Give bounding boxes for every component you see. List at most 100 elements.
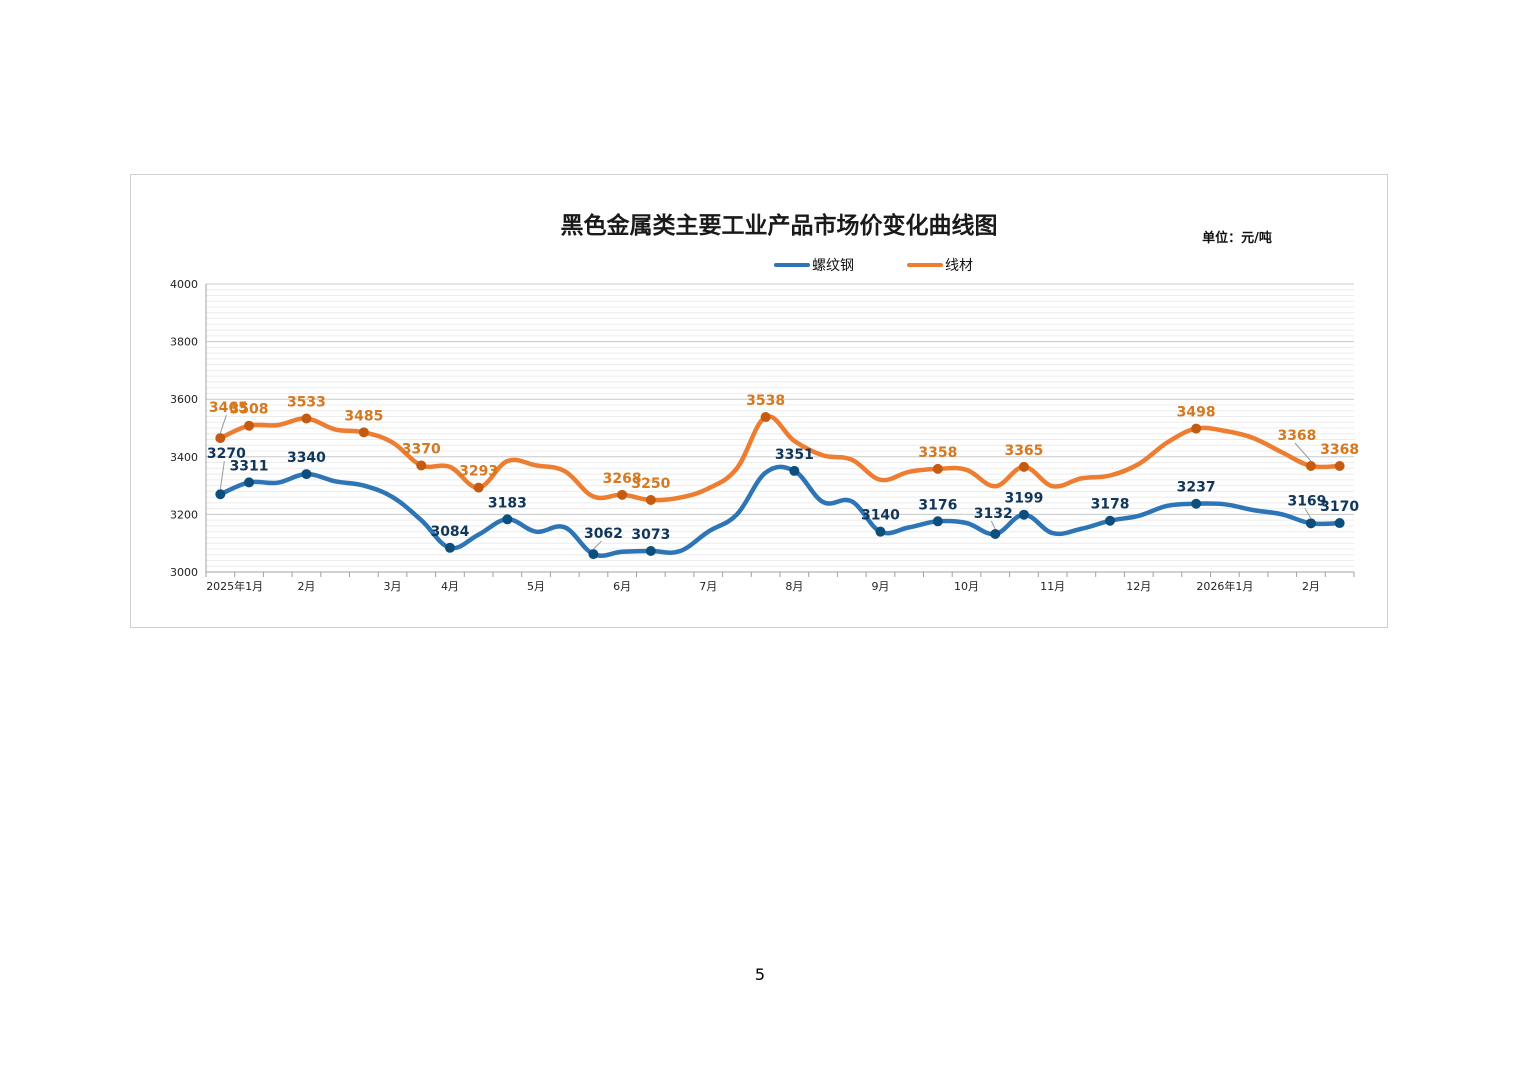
x-tick-label: 2月 [1302,580,1320,593]
data-point-marker [1018,461,1029,472]
data-label: 3237 [1177,480,1216,496]
data-point-marker [473,482,484,493]
y-tick-label: 3000 [170,566,198,579]
data-point-marker [1305,518,1316,529]
data-point-marker [215,433,226,444]
data-point-marker [301,469,312,480]
x-tick-label: 11月 [1040,580,1065,593]
y-tick-label: 3400 [170,451,198,464]
label-leader-line [1304,508,1312,519]
data-label: 3370 [402,441,441,457]
page-number: 5 [754,965,766,984]
y-tick-label: 4000 [170,278,198,291]
data-label: 3199 [1004,491,1043,507]
series-layer [215,412,1345,560]
x-tick-label: 3月 [384,580,402,593]
data-point-marker [617,489,628,500]
label-leader-line [219,461,225,490]
x-tick-label: 6月 [613,580,631,593]
y-tick-label: 3800 [170,336,198,349]
y-tick-label: 3600 [170,393,198,406]
data-label: 3250 [631,476,670,492]
series-line-rebar [218,464,1342,558]
data-label: 3498 [1177,405,1216,421]
chart-container: 3000 3200 3400 3600 3800 4000 2025年1月 2月 3月 4月 5月 6… [130,174,1388,628]
grid-layer [206,283,1354,573]
legend-label-rebar: 螺纹钢 [812,258,854,274]
data-point-marker [244,420,255,431]
label-leader-line [219,414,227,434]
data-label: 3132 [974,506,1013,522]
data-point-marker [1334,518,1345,529]
x-tick-label: 10月 [954,580,979,593]
data-label: 3073 [631,527,670,543]
data-point-marker [875,526,886,537]
data-label: 3365 [1004,443,1043,459]
label-leader-line [1294,442,1312,462]
label-leader-line [990,520,996,530]
data-point-marker [789,465,800,476]
x-tick-label: 5月 [527,580,545,593]
data-point-marker [502,514,513,525]
data-label: 3178 [1091,497,1130,513]
data-label: 3533 [287,394,326,410]
data-point-marker [932,463,943,474]
data-point-marker [416,460,427,471]
data-point-marker [932,516,943,527]
legend-label-wire-rod: 线材 [945,258,973,274]
price-line-chart: 3000 3200 3400 3600 3800 4000 2025年1月 2月 3月 4月 5月 6… [170,212,1359,593]
data-point-marker [588,549,599,560]
data-label: 3062 [584,526,623,542]
data-point-marker [1334,461,1345,472]
data-point-marker [301,413,312,424]
x-tick-label: 12月 [1126,580,1151,593]
data-point-marker [1018,509,1029,520]
data-point-marker [645,545,656,556]
data-point-marker [1305,461,1316,472]
data-point-marker [244,477,255,488]
y-tick-label: 3200 [170,508,198,521]
axis-layer: 3000 3200 3400 3600 3800 4000 2025年1月 2月 3月 4月 5月 6… [170,278,1355,593]
x-tick-label: 2025年1月 [206,579,263,593]
data-label: 3084 [430,524,469,540]
data-label: 3176 [918,497,957,513]
data-label: 3538 [746,393,785,409]
data-point-marker [215,489,226,500]
data-label: 3183 [488,495,527,511]
unit-label: 单位：元/吨 [1202,230,1272,246]
data-label: 3485 [344,408,383,424]
data-label: 3368 [1277,428,1316,444]
label-leader-line [593,540,602,550]
x-tick-label: 2026年1月 [1196,579,1253,593]
data-label: 3268 [603,471,642,487]
chart-title: 黑色金属类主要工业产品市场价变化曲线图 [561,212,998,239]
legend: 螺纹钢 线材 [774,258,973,274]
data-label: 3293 [459,464,498,480]
data-label: 3358 [918,445,957,461]
x-tick-label: 4月 [441,580,459,593]
series-line-wire-rod [218,414,1342,503]
data-point-marker [358,427,369,438]
data-label: 3465 [209,400,248,416]
data-label: 3140 [861,508,900,524]
data-point-marker [1191,498,1202,509]
data-label: 3170 [1320,499,1359,515]
data-point-marker [760,412,771,423]
data-label: 3508 [230,402,269,418]
x-tick-label: 2月 [297,580,315,593]
data-label: 3169 [1287,493,1326,509]
data-point-marker [1105,515,1116,526]
data-point-marker [645,495,656,505]
data-point-marker [1191,423,1202,434]
x-tick-label: 8月 [785,580,803,593]
x-tick-label: 9月 [871,580,889,593]
data-point-marker [990,528,1001,539]
data-label: 3270 [207,446,246,462]
data-label: 3351 [775,447,814,463]
data-label: 3368 [1320,442,1359,458]
data-point-marker [444,542,455,553]
data-label: 3340 [287,450,326,466]
x-tick-label: 7月 [699,580,717,593]
data-label: 3311 [230,458,269,474]
